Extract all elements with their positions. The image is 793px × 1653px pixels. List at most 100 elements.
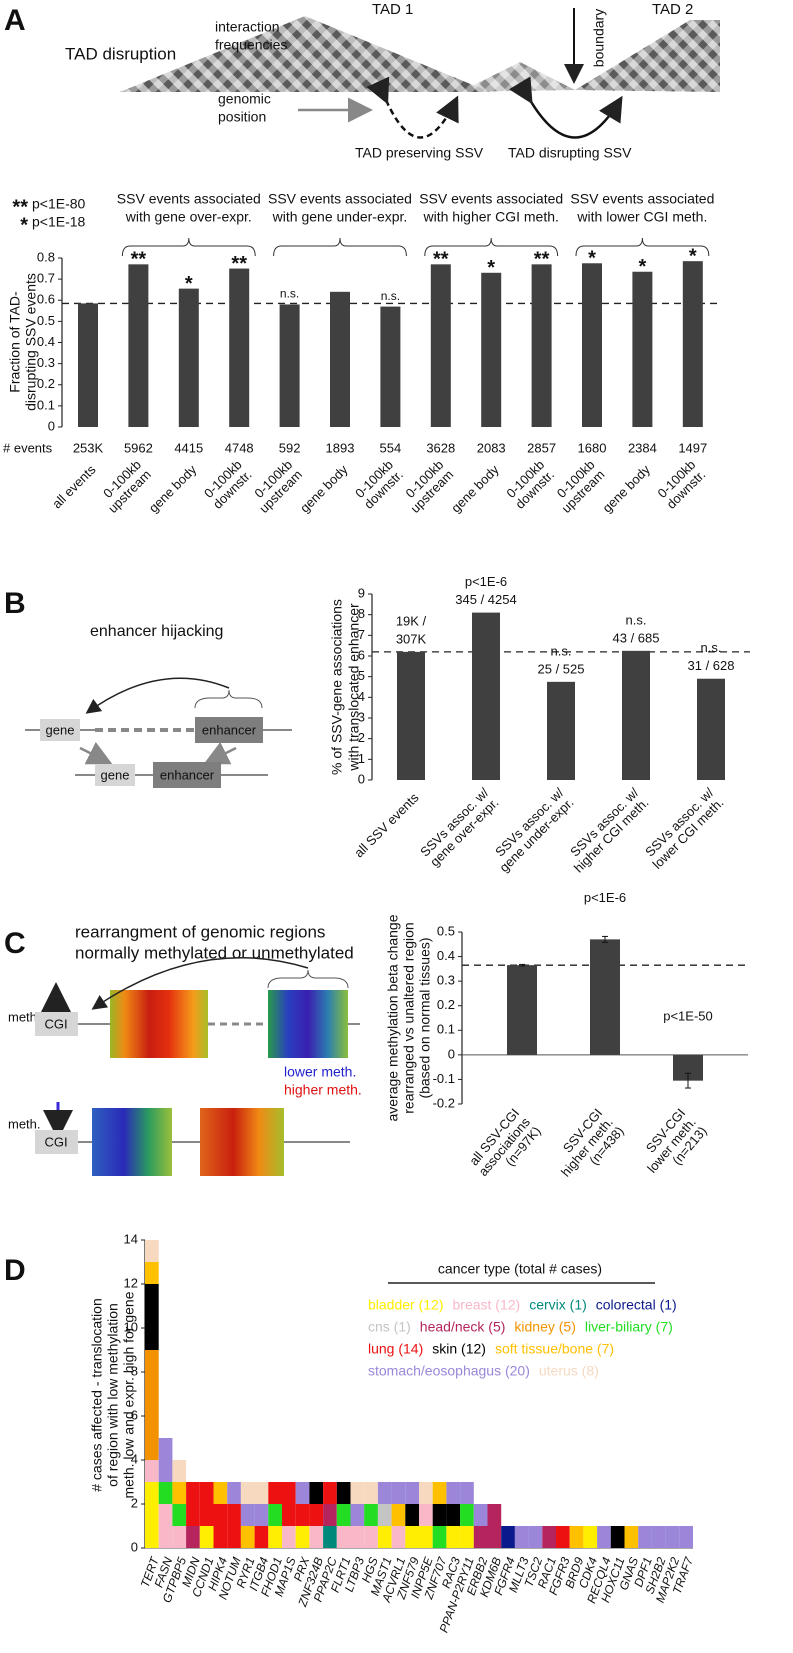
bar-segment xyxy=(350,1504,365,1526)
group-label: with lower CGI meth. xyxy=(576,209,707,225)
brace xyxy=(267,969,349,989)
y-axis-label: meth. low and expr. high for gene xyxy=(121,1291,137,1498)
y-axis-label: of region with low methylation xyxy=(105,1303,121,1487)
bar-segment xyxy=(542,1526,556,1548)
group-label: SSV events associated xyxy=(570,191,714,207)
y-tick-label: 4 xyxy=(358,689,365,704)
diagram-title: normally methylated or unmethylated xyxy=(75,943,354,962)
y-tick-label: 8 xyxy=(358,606,365,621)
y-tick-label: 0.5 xyxy=(37,313,55,328)
event-count: 5962 xyxy=(124,440,153,455)
bar xyxy=(397,651,425,780)
bar-segment xyxy=(377,1482,392,1504)
bar-segment xyxy=(665,1526,680,1548)
tad-triangle xyxy=(575,20,720,92)
group-brace xyxy=(575,237,710,257)
y-tick-label: 1 xyxy=(358,751,365,766)
y-axis-label: with translocated enhancer xyxy=(346,603,362,772)
enhancer-box xyxy=(153,762,221,788)
bar-segment xyxy=(460,1504,474,1526)
legend-entry: stomach/eosophagus (20) xyxy=(368,1363,530,1379)
bar-segment xyxy=(145,1350,159,1460)
bar-segment xyxy=(679,1526,693,1548)
group-brace xyxy=(424,237,559,257)
y-tick-label: 0.6 xyxy=(37,292,55,307)
heatmap xyxy=(92,1108,172,1176)
enhancer-box xyxy=(195,717,263,743)
bar-segment xyxy=(145,1460,159,1482)
annotation: p<1E-6 xyxy=(465,574,507,589)
event-count: 592 xyxy=(279,440,301,455)
legend-entry: cervix (1) xyxy=(529,1297,587,1313)
annotation: p<1E-50 xyxy=(663,1008,713,1023)
cgi-label: CGI xyxy=(44,1016,67,1031)
bar-segment xyxy=(446,1482,461,1504)
y-tick-label: 5 xyxy=(358,668,365,683)
legend-title: cancer type (total # cases) xyxy=(438,1261,602,1277)
y-axis-label: Fraction of TAD- xyxy=(7,291,23,393)
charts: 0 0.1 0.2 0.3 0.4 0.5 0.6 0.7 0.8 Fraction of TAD… xyxy=(3,191,750,1634)
bar-segment xyxy=(583,1526,598,1548)
group-label: with gene under-expr. xyxy=(272,209,408,225)
y-tick-label: -0.1 xyxy=(433,1071,455,1086)
bar xyxy=(472,612,500,780)
bar xyxy=(632,271,653,427)
group-brace xyxy=(121,237,256,257)
bar xyxy=(622,650,650,780)
diagram-title: enhancer hijacking xyxy=(90,623,223,640)
bar-segment xyxy=(199,1526,214,1548)
y-tick-label: 3 xyxy=(358,709,365,724)
event-count: 2857 xyxy=(527,440,556,455)
bar xyxy=(582,263,602,427)
bar xyxy=(330,291,350,427)
bar-segment xyxy=(377,1504,392,1526)
legend-entry: lung (14) xyxy=(368,1341,423,1357)
legend-entry: skin (12) xyxy=(432,1341,486,1357)
gene-label: gene xyxy=(46,722,75,737)
y-tick-label: 0.2 xyxy=(37,376,55,391)
bar-segment xyxy=(460,1526,474,1548)
group-label: SSV events associated xyxy=(419,191,563,207)
gene-box xyxy=(95,764,135,786)
brace xyxy=(194,689,263,709)
bar-segment xyxy=(473,1504,488,1526)
bar-segment xyxy=(610,1526,625,1548)
y-tick-label: 0 xyxy=(131,1539,138,1554)
bar-segment xyxy=(336,1482,351,1504)
y-tick-label: -0.2 xyxy=(433,1095,455,1110)
axis-note: genomic xyxy=(218,91,271,107)
meth-label: meth. xyxy=(8,1116,41,1131)
bar-segment xyxy=(227,1504,241,1548)
bar-segment xyxy=(158,1504,173,1548)
bar xyxy=(78,303,98,427)
bar-segment xyxy=(227,1482,241,1504)
y-tick-label: 0.7 xyxy=(37,271,55,286)
y-axis-label: % of SSV-gene associations xyxy=(329,599,345,775)
bar-segment xyxy=(391,1482,406,1504)
bar-segment xyxy=(172,1504,187,1526)
bar-segment xyxy=(254,1482,269,1504)
legend-symbol: ** xyxy=(12,196,28,218)
x-tick-label: gene body xyxy=(599,462,653,516)
bar-segment xyxy=(405,1526,419,1548)
annotation: 25 / 525 xyxy=(538,661,585,676)
bar-segment xyxy=(186,1526,200,1548)
y-axis-label: # cases affected - translocation xyxy=(89,1298,105,1492)
bar-segment xyxy=(405,1482,419,1504)
event-count: 1680 xyxy=(578,440,607,455)
annotation: n.s. xyxy=(626,612,647,627)
x-tick-label: gene body xyxy=(448,462,502,516)
gene-box xyxy=(40,719,80,741)
tad-triangle xyxy=(460,62,575,92)
bar-segment xyxy=(391,1526,406,1548)
legend-higher: higher meth. xyxy=(284,1082,362,1098)
event-count: 554 xyxy=(380,440,402,455)
annotation: p<1E-6 xyxy=(584,890,626,905)
annotation: 345 / 4254 xyxy=(455,592,516,607)
significance: * xyxy=(487,257,495,279)
y-tick-label: 0.1 xyxy=(37,397,55,412)
bar-segment xyxy=(213,1504,228,1548)
arc-label: TAD preserving SSV xyxy=(355,145,484,161)
bar-segment xyxy=(323,1526,337,1548)
